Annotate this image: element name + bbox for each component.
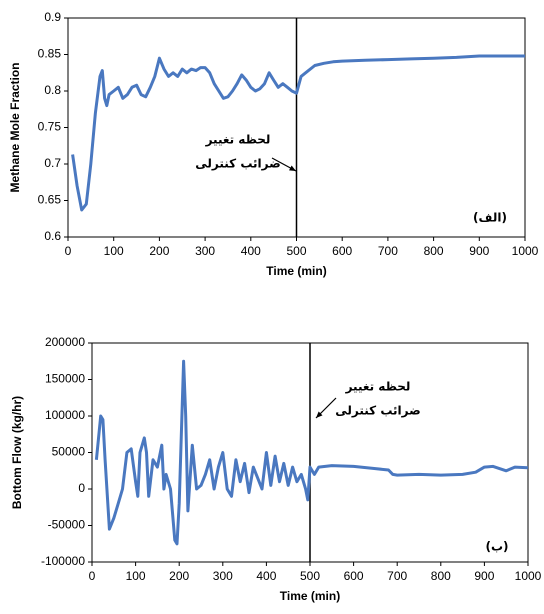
annotation: ضرائب کنترلی [195,157,280,171]
x-tick-label: 500 [286,244,306,258]
panel-label: (ب) [485,540,508,554]
x-tick-label: 200 [149,244,169,258]
x-tick-label: 300 [213,569,233,583]
x-tick-label: 900 [474,569,494,583]
y-tick-label: 200000 [45,335,85,349]
y-tick-label: 0.85 [38,47,62,61]
y-tick-label: 0.7 [44,156,61,170]
x-tick-label: 200 [169,569,189,583]
x-tick-label: 1000 [515,569,542,583]
x-tick-label: 400 [256,569,276,583]
x-tick-label: 600 [344,569,364,583]
x-tick-label: 800 [431,569,451,583]
data-line [94,359,529,546]
y-tick-label: 0.65 [38,193,62,207]
y-tick-label: 150000 [45,372,85,386]
x-tick-label: 700 [378,244,398,258]
y-tick-label: 50000 [52,445,86,459]
x-tick-label: 900 [469,244,489,258]
x-tick-label: 100 [104,244,124,258]
x-tick-label: 0 [65,244,72,258]
x-tick-label: 800 [424,244,444,258]
x-axis-title: Time (min) [280,589,340,603]
x-tick-label: 500 [300,569,320,583]
x-tick-label: 400 [241,244,261,258]
data-line [71,54,525,212]
x-tick-label: 700 [387,569,407,583]
x-tick-label: 300 [195,244,215,258]
y-tick-label: -50000 [48,518,86,532]
x-tick-label: 100 [126,569,146,583]
y-axis-title: Methane Mole Fraction [8,62,22,192]
y-tick-label: 0.75 [38,120,62,134]
x-tick-label: 1000 [512,244,539,258]
y-tick-label: 0.9 [44,10,61,24]
x-tick-label: 0 [89,569,96,583]
y-tick-label: 0.6 [44,229,61,243]
y-tick-label: 0 [78,481,85,495]
panel-label: (الف) [473,211,507,225]
x-axis-title: Time (min) [266,264,326,278]
arrow-head [316,411,323,418]
arrow-head [289,165,296,171]
annotation: لحظه تغییر [205,133,271,147]
y-axis-title: Bottom Flow (kg/hr) [10,396,24,509]
y-tick-label: 0.8 [44,83,61,97]
annotation: لحظه تغییر [345,380,411,394]
annotation: ضرائب کنترلی [335,404,420,418]
y-tick-label: 100000 [45,408,85,422]
x-tick-label: 600 [332,244,352,258]
y-tick-label: -100000 [41,554,85,568]
